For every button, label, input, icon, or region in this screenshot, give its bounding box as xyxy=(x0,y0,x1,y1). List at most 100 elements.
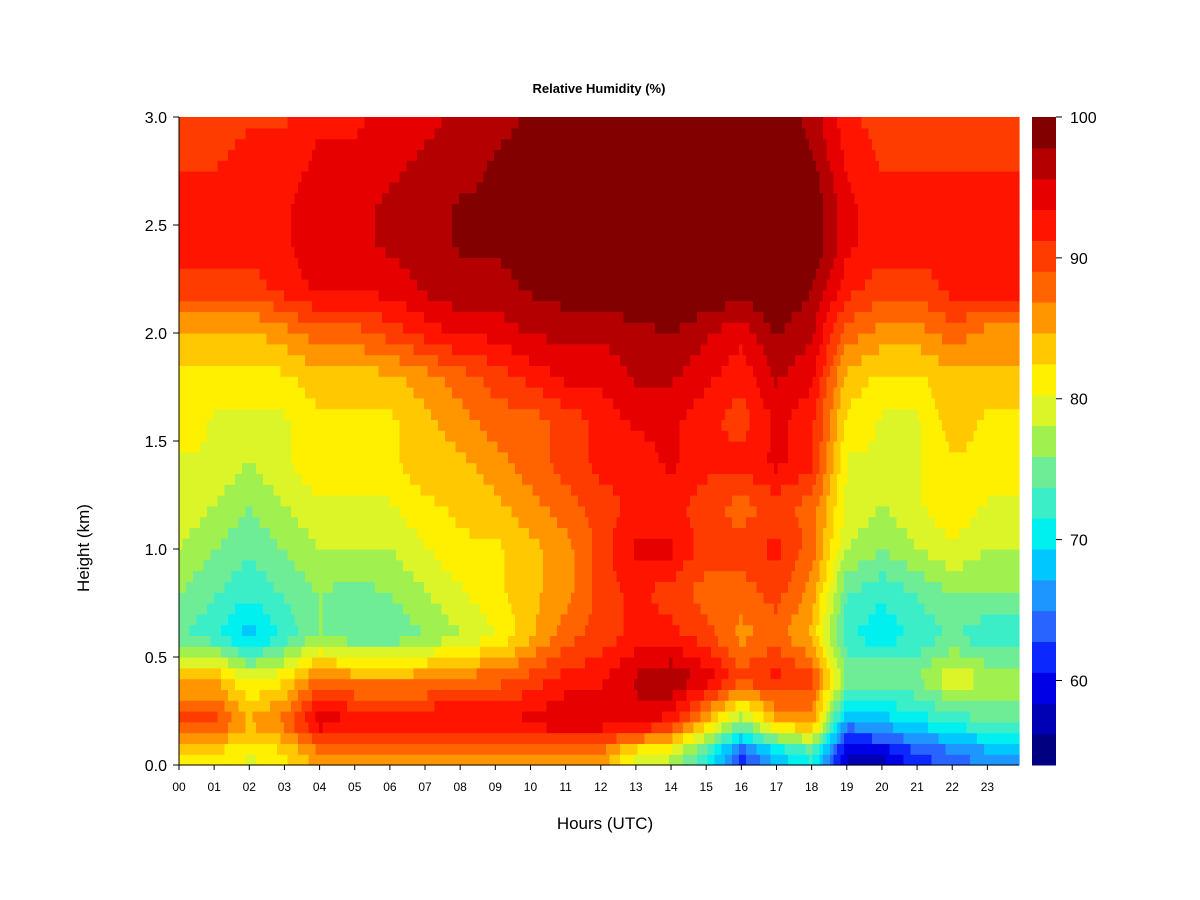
heatmap-cell xyxy=(392,538,397,550)
heatmap-cell xyxy=(221,646,226,658)
heatmap-cell xyxy=(242,300,247,312)
heatmap-cell xyxy=(459,181,464,194)
heatmap-cell xyxy=(357,279,362,291)
heatmap-cell xyxy=(396,678,401,690)
heatmap-cell xyxy=(413,160,418,172)
heatmap-cell xyxy=(242,700,247,712)
heatmap-cell xyxy=(266,667,271,680)
heatmap-cell xyxy=(385,441,390,453)
heatmap-cell xyxy=(382,235,387,248)
heatmap-cell xyxy=(399,192,404,204)
heatmap-cell xyxy=(273,343,278,356)
heatmap-cell xyxy=(312,181,317,194)
heatmap-cell xyxy=(203,495,208,507)
heatmap-cell xyxy=(249,343,254,356)
heatmap-cell xyxy=(305,289,310,302)
heatmap-cell xyxy=(287,300,292,312)
heatmap-cell xyxy=(389,181,394,194)
heatmap-cell xyxy=(245,505,250,518)
heatmap-cell xyxy=(459,171,464,183)
heatmap-cell xyxy=(182,570,187,582)
heatmap-cell xyxy=(459,570,464,582)
heatmap-cell xyxy=(203,235,208,248)
heatmap-cell xyxy=(445,473,450,485)
heatmap-cell xyxy=(354,171,359,183)
heatmap-cell xyxy=(364,678,369,690)
heatmap-cell xyxy=(221,495,226,507)
heatmap-cell xyxy=(354,203,359,215)
heatmap-cell xyxy=(354,214,359,226)
heatmap-cell xyxy=(448,516,453,528)
heatmap-cell xyxy=(228,451,233,464)
heatmap-cell xyxy=(294,192,299,204)
heatmap-cell xyxy=(249,397,254,410)
heatmap-cell xyxy=(210,678,215,690)
heatmap-cell xyxy=(340,430,345,442)
heatmap-cell xyxy=(413,721,418,734)
heatmap-cell xyxy=(245,214,250,226)
heatmap-cell xyxy=(434,678,439,690)
heatmap-cell xyxy=(263,721,268,734)
heatmap-cell xyxy=(406,462,411,474)
heatmap-cell xyxy=(238,667,243,680)
heatmap-cell xyxy=(308,225,313,237)
heatmap-cell xyxy=(445,117,450,129)
heatmap-cell xyxy=(224,527,229,539)
heatmap-cell xyxy=(200,689,205,701)
heatmap-cell xyxy=(214,430,219,442)
heatmap-cell xyxy=(193,181,198,194)
heatmap-cell xyxy=(298,149,303,161)
heatmap-cell xyxy=(270,603,275,615)
heatmap-cell xyxy=(221,678,226,690)
heatmap-cell xyxy=(389,387,394,399)
heatmap-cell xyxy=(305,678,310,690)
heatmap-cell xyxy=(375,300,380,312)
heatmap-cell xyxy=(371,613,376,626)
heatmap-cell xyxy=(403,192,408,204)
heatmap-cell xyxy=(305,721,310,734)
heatmap-cell xyxy=(466,516,471,528)
heatmap-cell xyxy=(231,354,236,366)
heatmap-cell xyxy=(277,505,282,518)
heatmap-cell xyxy=(228,397,233,410)
heatmap-cell xyxy=(228,300,233,312)
heatmap-cell xyxy=(403,127,408,140)
heatmap-cell xyxy=(224,678,229,690)
heatmap-cell xyxy=(375,257,380,269)
heatmap-cell xyxy=(270,268,275,280)
heatmap-cell xyxy=(336,559,341,572)
heatmap-cell xyxy=(263,592,268,604)
heatmap-cell xyxy=(196,473,201,485)
heatmap-cell xyxy=(193,322,198,334)
heatmap-cell xyxy=(179,613,184,626)
heatmap-cell xyxy=(385,279,390,291)
heatmap-cell xyxy=(329,570,334,582)
heatmap-cell xyxy=(340,127,345,140)
heatmap-cell xyxy=(242,527,247,539)
heatmap-cell xyxy=(445,721,450,734)
heatmap-cell xyxy=(424,333,429,345)
heatmap-cell xyxy=(319,246,324,258)
heatmap-cell xyxy=(396,495,401,507)
heatmap-cell xyxy=(280,516,285,528)
heatmap-cell xyxy=(382,203,387,215)
heatmap-cell xyxy=(378,538,383,550)
heatmap-cell xyxy=(308,279,313,291)
heatmap-cell xyxy=(350,570,355,582)
heatmap-cell xyxy=(396,117,401,129)
heatmap-cell xyxy=(210,462,215,474)
heatmap-cell xyxy=(441,592,446,604)
heatmap-cell xyxy=(287,235,292,248)
heatmap-cell xyxy=(326,646,331,658)
heatmap-cell xyxy=(238,322,243,334)
heatmap-cell xyxy=(434,462,439,474)
heatmap-cell xyxy=(452,570,457,582)
heatmap-cell xyxy=(459,721,464,734)
heatmap-cell xyxy=(287,646,292,658)
heatmap-cell xyxy=(357,441,362,453)
heatmap-cell xyxy=(364,689,369,701)
heatmap-cell xyxy=(301,657,306,669)
heatmap-cell xyxy=(438,333,443,345)
heatmap-cell xyxy=(361,570,366,582)
heatmap-cell xyxy=(452,441,457,453)
